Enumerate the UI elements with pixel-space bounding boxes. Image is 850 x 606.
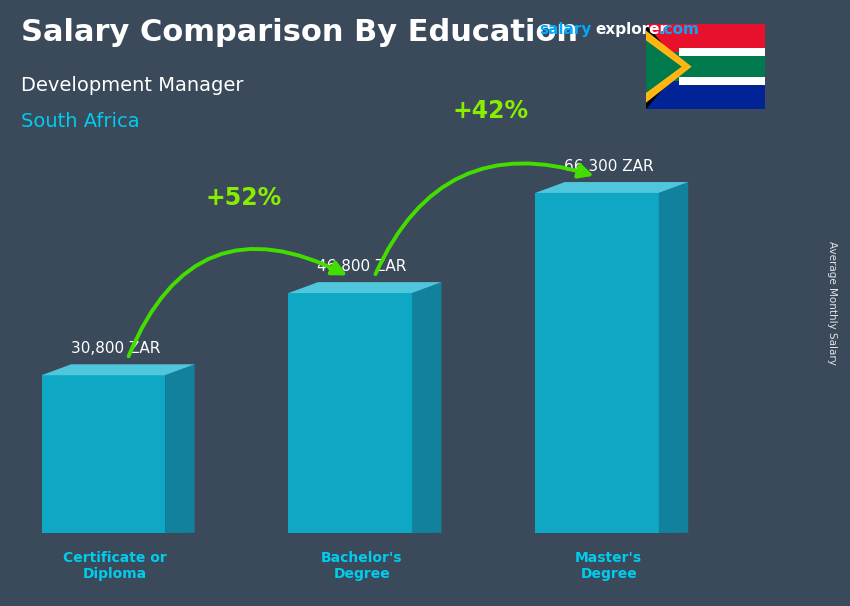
Text: explorer: explorer	[595, 22, 667, 38]
Text: salary: salary	[540, 22, 592, 38]
Text: Certificate or
Diploma: Certificate or Diploma	[64, 551, 167, 581]
Text: +42%: +42%	[452, 99, 529, 123]
Text: +52%: +52%	[206, 186, 281, 210]
Polygon shape	[646, 31, 692, 103]
Text: Master's
Degree: Master's Degree	[575, 551, 643, 581]
Text: .com: .com	[659, 22, 700, 38]
Polygon shape	[659, 182, 688, 533]
Polygon shape	[288, 282, 441, 293]
Bar	[646, 81, 765, 109]
Polygon shape	[412, 282, 441, 533]
Bar	[646, 24, 765, 53]
Bar	[678, 78, 765, 85]
Text: 46,800 ZAR: 46,800 ZAR	[317, 259, 406, 275]
Text: 30,800 ZAR: 30,800 ZAR	[71, 341, 160, 356]
Polygon shape	[646, 41, 682, 93]
Bar	[536, 193, 659, 533]
Bar	[678, 48, 765, 56]
Text: Average Monthly Salary: Average Monthly Salary	[827, 241, 837, 365]
Polygon shape	[536, 182, 688, 193]
Text: Salary Comparison By Education: Salary Comparison By Education	[21, 18, 578, 47]
Polygon shape	[646, 24, 682, 109]
Polygon shape	[165, 364, 195, 533]
Text: Bachelor's
Degree: Bachelor's Degree	[321, 551, 403, 581]
Text: Development Manager: Development Manager	[21, 76, 244, 95]
Text: 66,300 ZAR: 66,300 ZAR	[564, 159, 654, 174]
Bar	[42, 375, 165, 533]
Polygon shape	[42, 364, 195, 375]
Bar	[646, 53, 765, 81]
Text: South Africa: South Africa	[21, 112, 140, 131]
Bar	[288, 293, 412, 533]
